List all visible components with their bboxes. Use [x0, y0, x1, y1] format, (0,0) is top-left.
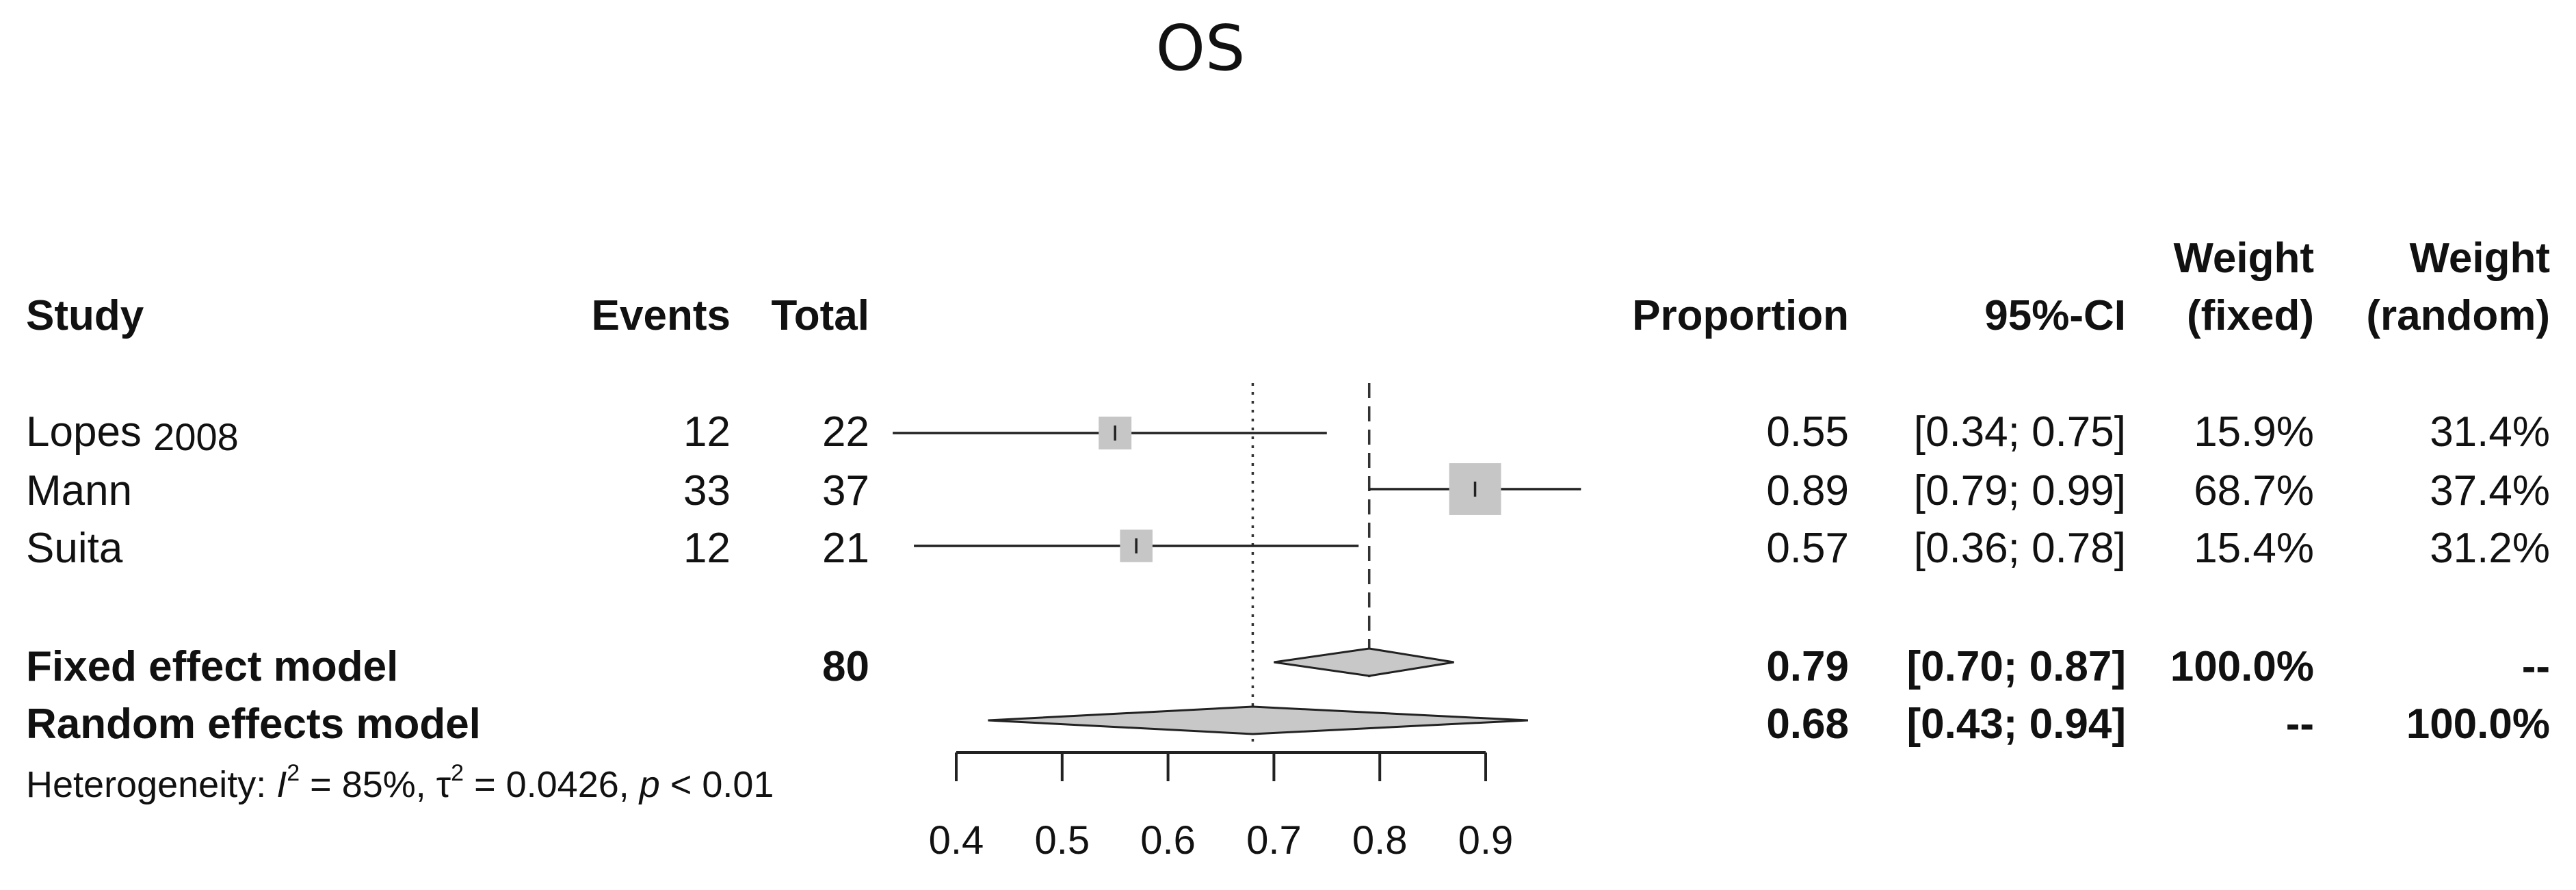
study-events: 12	[683, 525, 731, 572]
summary-name: Fixed effect model	[26, 643, 398, 690]
study-total: 21	[822, 525, 869, 572]
study-weight-fixed: 68.7%	[2194, 467, 2314, 514]
summary-weight-random: --	[2522, 643, 2550, 690]
header-total: Total	[772, 292, 870, 339]
summary-row-random: Random effects model 0.68 [0.43; 0.94] -…	[26, 701, 2550, 748]
summary-row-fixed: Fixed effect model 80 0.79 [0.70; 0.87] …	[26, 643, 2550, 690]
study-total: 37	[822, 467, 869, 514]
study-weight-random: 37.4%	[2430, 467, 2550, 514]
study-weight-fixed: 15.4%	[2194, 525, 2314, 572]
header-ci: 95%-CI	[1984, 292, 2126, 339]
study-ci: [0.34; 0.75]	[1914, 408, 2126, 456]
summary-weight-fixed: --	[2286, 701, 2314, 748]
study-weight-random: 31.4%	[2430, 408, 2550, 456]
study-events: 33	[683, 467, 731, 514]
study-ci: [0.79; 0.99]	[1914, 467, 2126, 514]
study-proportion: 0.89	[1766, 467, 1849, 514]
header-weight-random-line2: (random)	[2366, 292, 2550, 339]
study-name: Lopes 2008	[26, 408, 239, 458]
plot-area: 0.4 0.5 0.6 0.7 0.8 0.9	[893, 383, 1581, 863]
summary-estimate: 0.68	[1766, 701, 1849, 748]
x-tick-label: 0.9	[1458, 818, 1514, 863]
x-tick-label: 0.5	[1034, 818, 1090, 863]
summary-weight-random: 100.0%	[2406, 701, 2550, 748]
summary-name: Random effects model	[26, 701, 481, 748]
study-proportion: 0.55	[1766, 408, 1849, 456]
x-tick-label: 0.7	[1246, 818, 1302, 863]
x-tick-label: 0.8	[1352, 818, 1408, 863]
header-events: Events	[592, 292, 731, 339]
header-proportion: Proportion	[1632, 292, 1849, 339]
summary-ci: [0.70; 0.87]	[1906, 643, 2126, 690]
header-weight-random-line1: Weight	[2410, 235, 2551, 282]
summary-ci: [0.43; 0.94]	[1906, 701, 2126, 748]
study-weight-fixed: 15.9%	[2194, 408, 2314, 456]
study-events: 12	[683, 408, 731, 456]
summary-weight-fixed: 100.0%	[2170, 643, 2314, 690]
header-weight-fixed-line1: Weight	[2174, 235, 2315, 282]
study-weight-random: 31.2%	[2430, 525, 2550, 572]
chart-title: OS	[1156, 12, 1246, 85]
fixed-effect-diamond	[1274, 647, 1454, 677]
study-ci: [0.36; 0.78]	[1914, 525, 2126, 572]
study-row: Suita 12 21 0.57 [0.36; 0.78] 15.4% 31.2…	[26, 525, 2550, 572]
summary-total: 80	[822, 643, 869, 690]
study-proportion: 0.57	[1766, 525, 1849, 572]
header-study: Study	[26, 292, 144, 339]
x-tick-label: 0.6	[1140, 818, 1196, 863]
random-effects-diamond	[988, 705, 1528, 735]
study-row: Lopes 2008 12 22 0.55 [0.34; 0.75] 15.9%…	[26, 408, 2550, 458]
study-name: Suita	[26, 525, 123, 572]
study-year: 2008	[153, 415, 239, 458]
summary-estimate: 0.79	[1766, 643, 1849, 690]
study-name: Mann	[26, 467, 132, 514]
x-tick-label: 0.4	[929, 818, 984, 863]
heterogeneity-text: Heterogeneity: I2 = 85%, τ2 = 0.0426, p …	[26, 760, 774, 805]
study-row: Mann 33 37 0.89 [0.79; 0.99] 68.7% 37.4%	[26, 467, 2550, 514]
study-total: 22	[822, 408, 869, 456]
header-weight-fixed-line2: (fixed)	[2187, 292, 2314, 339]
